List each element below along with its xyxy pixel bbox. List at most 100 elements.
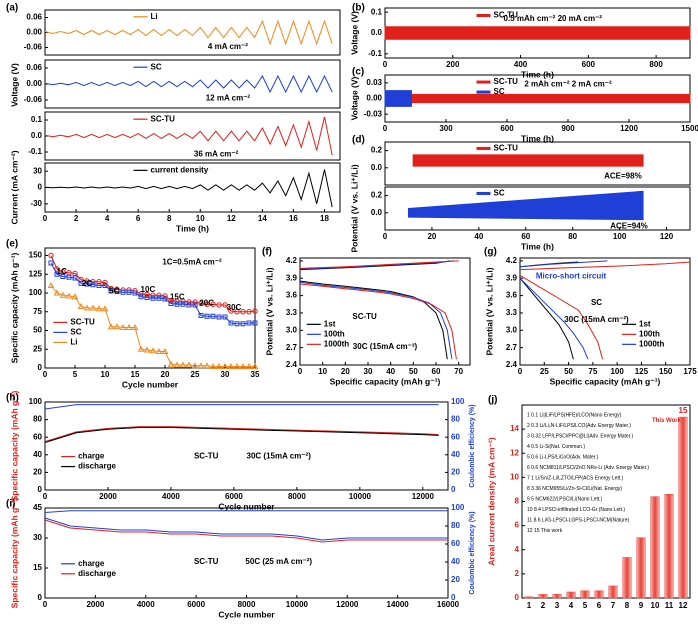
data-line bbox=[44, 519, 448, 543]
legend-label: discharge bbox=[78, 569, 116, 578]
data-band bbox=[384, 93, 691, 104]
marker bbox=[95, 305, 103, 312]
marker bbox=[156, 292, 162, 298]
reference-entry: 1 0.1 Li||LiF/LPS(HFE)/LCO(Nano Energy) bbox=[527, 412, 622, 418]
annotation: 2 mAh cm⁻² 2 mA cm⁻² bbox=[524, 80, 612, 89]
y-axis-label: Areal current density (mA cm⁻²) bbox=[486, 437, 496, 566]
marker bbox=[132, 290, 138, 296]
x-tick-label: 60 bbox=[432, 367, 441, 376]
y-tick-label: 6 bbox=[515, 521, 520, 530]
annotation: SC-TU bbox=[352, 312, 377, 321]
marker bbox=[144, 295, 150, 300]
annotation: 10C bbox=[141, 285, 156, 294]
x-tick-label: 10 bbox=[318, 367, 327, 376]
data-band bbox=[407, 190, 644, 221]
y-axis-label: Potential (V vs. Li⁺/Li) bbox=[264, 267, 274, 355]
y-tick-label: 10 bbox=[510, 472, 519, 481]
reference-entry: 4 0.5 Li-Si(Nat. Commun.) bbox=[527, 444, 585, 450]
marker bbox=[240, 309, 246, 315]
marker bbox=[221, 362, 229, 369]
legend-label: SC-TU bbox=[494, 144, 519, 153]
annotation: 4 mA cm⁻² bbox=[208, 42, 248, 51]
reference-entry: 9 5 NCM622/LPSCl/Li(Nano Lett.) bbox=[527, 496, 603, 502]
y-tick-label: 3.9 bbox=[506, 273, 518, 282]
marker bbox=[107, 323, 115, 330]
marker bbox=[210, 301, 216, 307]
x-axis-label: Time (h) bbox=[176, 223, 209, 233]
marker bbox=[59, 291, 67, 298]
y2-tick-label: 60 bbox=[451, 432, 460, 441]
marker bbox=[168, 297, 174, 304]
y-tick-label: 0 bbox=[515, 593, 520, 602]
x-tick-label: 16000 bbox=[437, 600, 460, 609]
y2-tick-label: 80 bbox=[451, 521, 460, 530]
y-tick-label: -0.06 bbox=[24, 95, 43, 104]
x-tick-label: 0 bbox=[383, 232, 388, 241]
x-tick-label: 0 bbox=[383, 60, 388, 69]
y-axis-label: Current (mA cm⁻²) bbox=[9, 150, 19, 224]
marker bbox=[227, 362, 235, 369]
marker bbox=[54, 271, 60, 277]
annotation: SC-TU bbox=[194, 557, 219, 566]
bar bbox=[552, 593, 562, 599]
y-tick-label: -0.1 bbox=[28, 147, 42, 156]
y-axis-label: Specific capacity (mAh g⁻¹) bbox=[9, 497, 19, 608]
x-tick-label: 10 bbox=[651, 601, 660, 610]
y-tick-label: -0.1 bbox=[368, 49, 382, 58]
marker bbox=[222, 314, 228, 320]
x-tick-label: 1500 bbox=[681, 124, 698, 133]
y2-tick-label: 20 bbox=[451, 575, 460, 584]
marker bbox=[246, 309, 252, 315]
marker bbox=[138, 294, 144, 300]
x-tick-label: 6000 bbox=[225, 492, 243, 501]
y-tick-label: 0 bbox=[38, 593, 43, 602]
y-tick-label: 3.9 bbox=[286, 273, 298, 282]
y2-axis-label: Coulombic efficiency (%) bbox=[469, 511, 476, 594]
marker bbox=[209, 362, 217, 369]
y-tick-label: 0.06 bbox=[26, 13, 42, 22]
x-tick-label: 800 bbox=[649, 60, 663, 69]
marker bbox=[155, 347, 163, 354]
x-tick-label: 8 bbox=[625, 601, 630, 610]
marker bbox=[83, 304, 91, 311]
marker bbox=[251, 362, 259, 369]
marker bbox=[47, 281, 55, 288]
marker bbox=[48, 252, 54, 259]
marker bbox=[149, 347, 157, 354]
annotation: Micro-short circuit bbox=[536, 271, 607, 280]
y-tick-label: 50 bbox=[33, 326, 42, 335]
y-axis-label: Specific capacity (mAh g⁻¹) bbox=[9, 390, 19, 501]
legend-label: discharge bbox=[78, 462, 116, 471]
marker bbox=[228, 320, 234, 326]
marker bbox=[180, 298, 186, 304]
panel-label: (a) bbox=[6, 3, 18, 14]
y2-axis-label: Coulombic efficiency (%) bbox=[469, 404, 476, 487]
x-tick-label: 900 bbox=[561, 124, 575, 133]
marker bbox=[126, 289, 132, 295]
y2-tick-label: 20 bbox=[451, 468, 460, 477]
marker bbox=[84, 278, 90, 284]
x-tick-label: 16 bbox=[289, 214, 298, 223]
data-line bbox=[44, 426, 439, 443]
marker bbox=[77, 302, 85, 309]
y-tick-label: 0.03 bbox=[366, 78, 382, 87]
y-tick-label: 30 bbox=[33, 533, 42, 542]
annotation: 5C bbox=[109, 286, 119, 295]
plot-frame bbox=[519, 257, 691, 366]
data-line bbox=[299, 260, 459, 360]
value-label: 15 bbox=[679, 406, 688, 415]
marker bbox=[185, 361, 193, 368]
marker bbox=[233, 362, 241, 369]
marker bbox=[162, 293, 168, 299]
legend-label: SC bbox=[494, 87, 505, 96]
x-tick-label: 30 bbox=[221, 370, 230, 379]
marker bbox=[102, 283, 108, 288]
annotation: 30C bbox=[227, 303, 242, 312]
y2-tick-label: 0 bbox=[451, 485, 456, 494]
x-tick-label: 18 bbox=[320, 214, 329, 223]
legend-label: charge bbox=[78, 452, 105, 461]
y-tick-label: 2.4 bbox=[286, 360, 298, 369]
marker bbox=[216, 302, 222, 308]
x-tick-label: 20 bbox=[161, 370, 170, 379]
annotation: SC-TU bbox=[194, 452, 219, 461]
